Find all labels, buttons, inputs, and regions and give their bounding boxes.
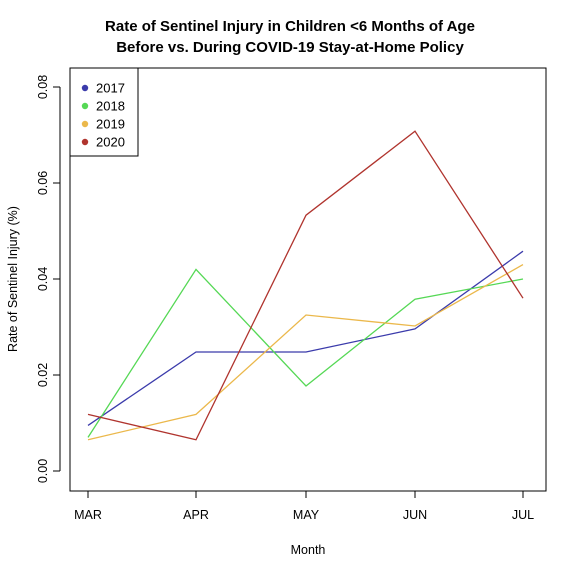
x-tick-label-may: MAY <box>293 508 320 522</box>
legend-label-2020: 2020 <box>96 135 125 150</box>
series-line-2018 <box>87 268 524 438</box>
y-tick-label: 0.02 <box>36 363 50 387</box>
legend-marker-2017 <box>81 84 89 92</box>
x-axis-label: Month <box>291 543 326 557</box>
legend-marker-2020 <box>81 138 89 146</box>
y-axis: 0.00 0.02 0.04 0.06 0.08 <box>36 75 61 483</box>
legend-marker-2019 <box>81 120 89 128</box>
x-tick-label-mar: MAR <box>74 508 102 522</box>
x-tick-label-jun: JUN <box>403 508 427 522</box>
legend-box <box>69 67 139 157</box>
x-tick-label-apr: APR <box>183 508 209 522</box>
x-tick-label-jul: JUL <box>512 508 534 522</box>
legend-marker-2018 <box>81 102 89 110</box>
legend-label-2017: 2017 <box>96 81 125 96</box>
y-tick-label: 0.06 <box>36 171 50 195</box>
y-tick-label: 0.08 <box>36 75 50 99</box>
series-lines <box>87 130 524 441</box>
series-line-2020 <box>87 130 524 441</box>
x-axis: MAR APR MAY JUN JUL <box>74 490 534 522</box>
y-axis-label: Rate of Sentinel Injury (%) <box>6 206 20 352</box>
legend-label-2019: 2019 <box>96 117 125 132</box>
series-line-2017 <box>87 250 524 426</box>
chart-title-line-1: Rate of Sentinel Injury in Children <6 M… <box>105 18 475 35</box>
series-line-2019 <box>87 264 524 441</box>
y-tick-label: 0.00 <box>36 459 50 483</box>
y-tick-label: 0.04 <box>36 267 50 291</box>
legend: 2017 2018 2019 2020 <box>69 67 139 157</box>
legend-label-2018: 2018 <box>96 99 125 114</box>
chart-title-line-2: Before vs. During COVID-19 Stay-at-Home … <box>116 39 464 56</box>
